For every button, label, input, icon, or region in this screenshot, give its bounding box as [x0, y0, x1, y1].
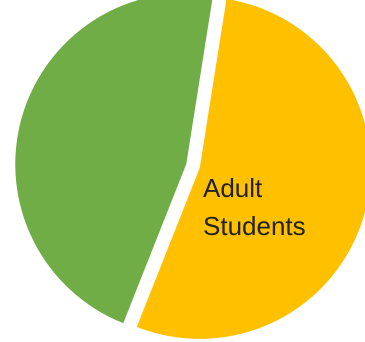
pie-slice-0 [136, 0, 365, 339]
pie-slice-1 [15, 0, 213, 324]
pie-slices [15, 0, 365, 339]
pie-labels: Adult Students [203, 173, 306, 241]
pie-slice-label-0: Adult Students [203, 173, 306, 241]
pie-slice-label-line: Students [203, 211, 306, 241]
pie-slice-label-line: Adult [203, 173, 263, 203]
